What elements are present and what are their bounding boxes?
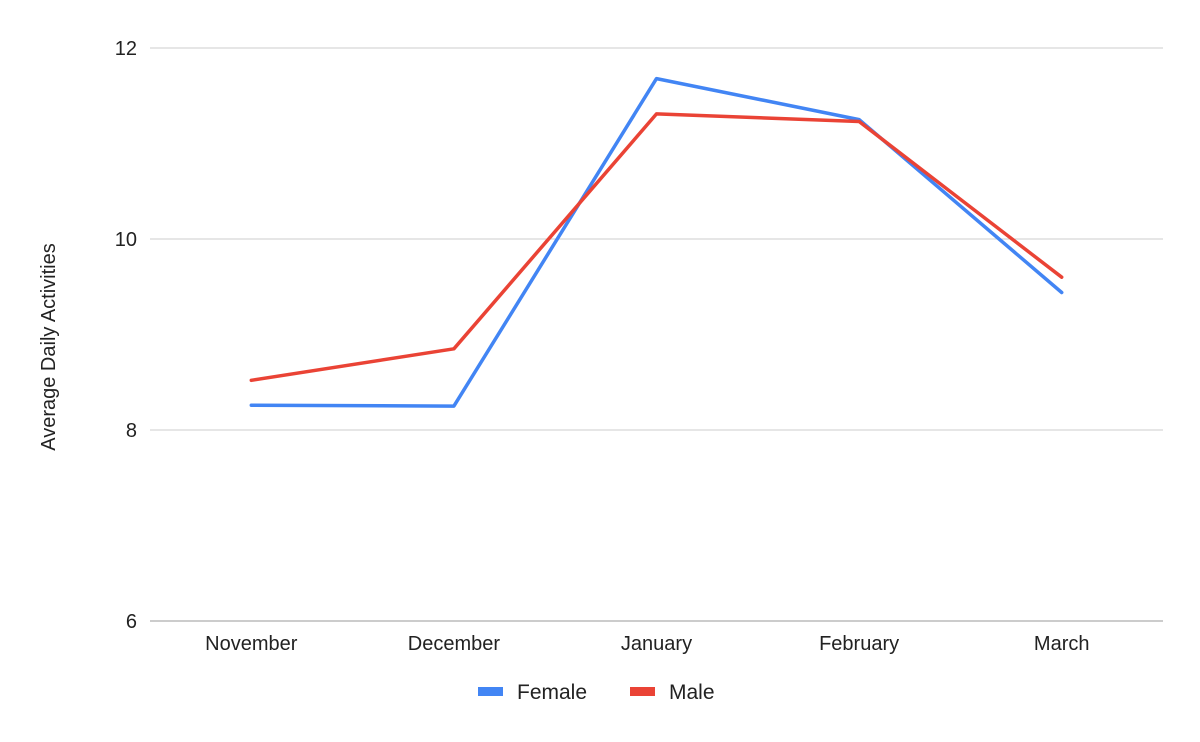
- y-tick-label: 8: [126, 420, 137, 442]
- legend-swatch-female: [478, 687, 503, 696]
- x-tick-label: February: [819, 633, 899, 655]
- legend-label: Male: [669, 681, 715, 704]
- x-tick-label: December: [408, 633, 501, 655]
- x-tick-label: November: [205, 633, 298, 655]
- legend-label: Female: [517, 681, 587, 704]
- y-tick-label: 6: [126, 611, 137, 633]
- y-tick-label: 10: [115, 229, 137, 251]
- y-axis-title: Average Daily Activities: [38, 243, 60, 451]
- series-line-male: [249, 112, 1064, 383]
- legend-swatch-male: [630, 687, 655, 696]
- series-lines: [249, 76, 1064, 408]
- x-axis-ticks: November December January February March: [205, 633, 1089, 655]
- legend: Female Male: [478, 681, 715, 704]
- series-line-female: [249, 76, 1064, 408]
- gridlines: [150, 47, 1163, 622]
- y-tick-label: 12: [115, 38, 137, 60]
- x-tick-label: January: [621, 633, 692, 655]
- x-tick-label: March: [1034, 633, 1090, 655]
- y-axis-ticks: 6 8 10 12: [115, 38, 137, 633]
